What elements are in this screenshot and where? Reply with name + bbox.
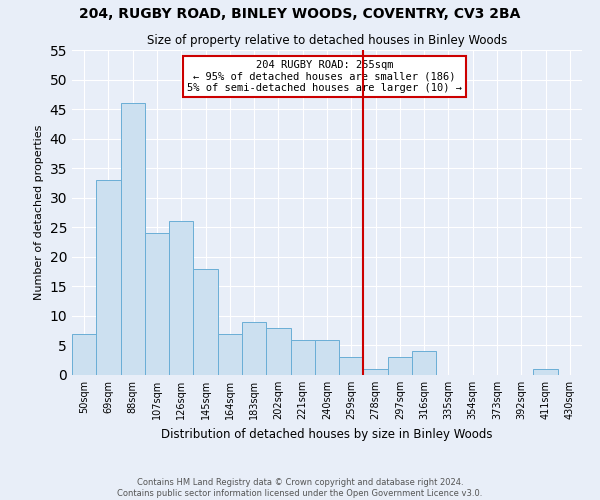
Bar [266, 328, 290, 375]
Bar [533, 369, 558, 375]
Bar [290, 340, 315, 375]
Bar [412, 352, 436, 375]
Bar [315, 340, 339, 375]
Text: 204 RUGBY ROAD: 255sqm
← 95% of detached houses are smaller (186)
5% of semi-det: 204 RUGBY ROAD: 255sqm ← 95% of detached… [187, 60, 462, 93]
Bar [218, 334, 242, 375]
Bar [169, 222, 193, 375]
Bar [193, 268, 218, 375]
Bar [364, 369, 388, 375]
Bar [96, 180, 121, 375]
Bar [242, 322, 266, 375]
Bar [121, 103, 145, 375]
Bar [339, 358, 364, 375]
Y-axis label: Number of detached properties: Number of detached properties [34, 125, 44, 300]
Bar [145, 233, 169, 375]
Bar [388, 358, 412, 375]
Text: Contains HM Land Registry data © Crown copyright and database right 2024.
Contai: Contains HM Land Registry data © Crown c… [118, 478, 482, 498]
Text: 204, RUGBY ROAD, BINLEY WOODS, COVENTRY, CV3 2BA: 204, RUGBY ROAD, BINLEY WOODS, COVENTRY,… [79, 8, 521, 22]
Bar [72, 334, 96, 375]
Title: Size of property relative to detached houses in Binley Woods: Size of property relative to detached ho… [147, 34, 507, 48]
X-axis label: Distribution of detached houses by size in Binley Woods: Distribution of detached houses by size … [161, 428, 493, 440]
